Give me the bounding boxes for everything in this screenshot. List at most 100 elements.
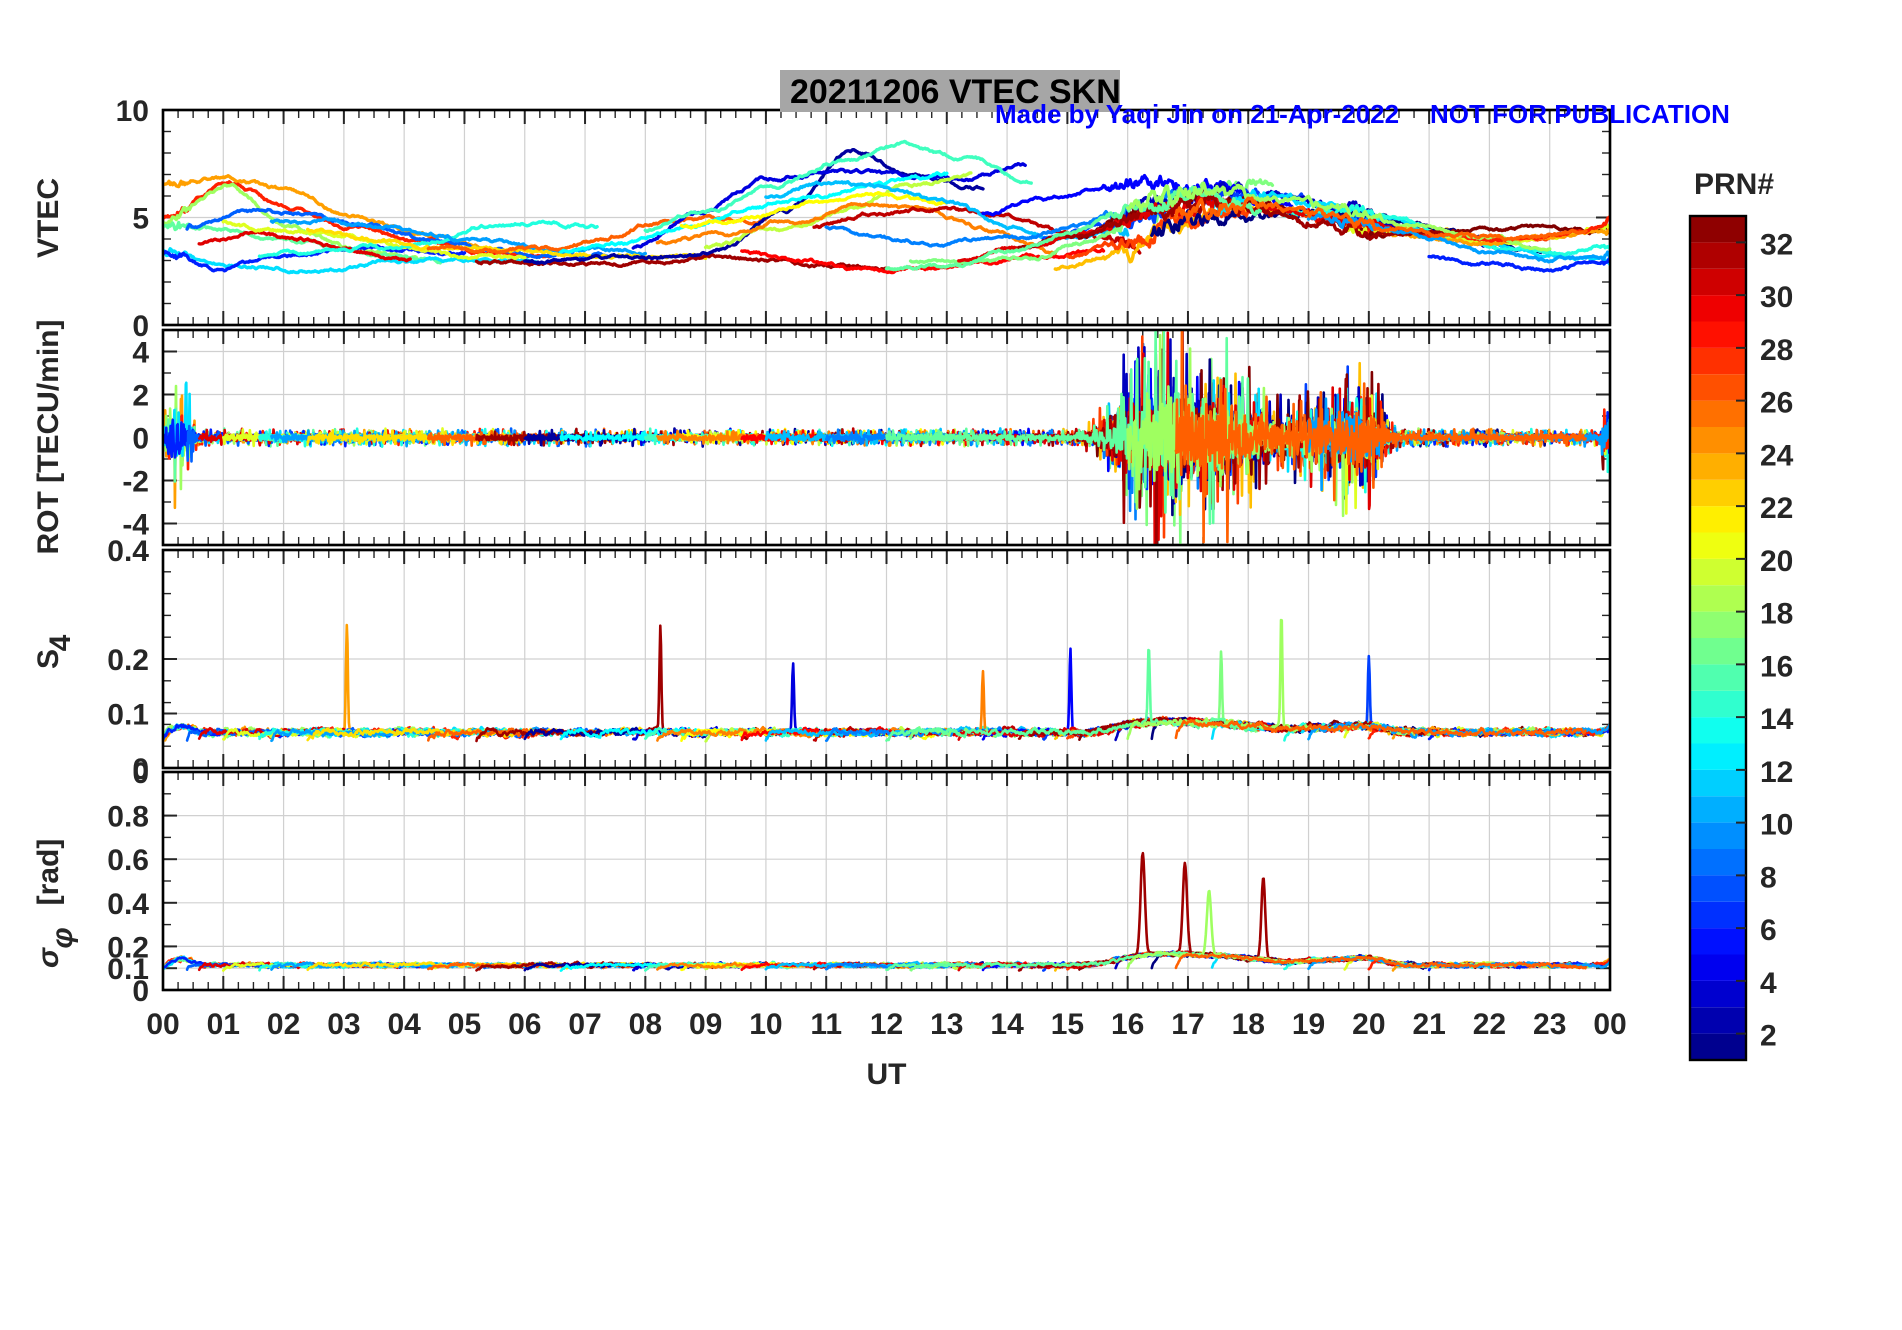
y-tick-label: 5: [132, 203, 149, 236]
x-tick-label: 08: [629, 1008, 662, 1041]
x-tick-label: 12: [870, 1008, 903, 1041]
colorbar-tick-label: 18: [1760, 598, 1793, 631]
colorbar-segment: [1690, 427, 1746, 454]
colorbar-segment: [1690, 321, 1746, 348]
colorbar-frame: [1688, 214, 1748, 1062]
title-highlight: [780, 70, 1120, 112]
y-tick-label: 10: [116, 95, 149, 128]
colorbar-tick-label: 10: [1760, 809, 1793, 842]
y-tick-label: 0.4: [107, 535, 149, 568]
colorbar-segment: [1690, 849, 1746, 876]
colorbar-segment: [1690, 796, 1746, 823]
credit-note: Made by Yaqi Jin on 21-Apr-2022: [995, 99, 1399, 129]
vtec-trace-prn-30: [197, 230, 412, 263]
svg-text:σ: σ: [32, 947, 65, 968]
y-tick-label: -4: [122, 509, 149, 542]
y-tick-label: 0: [132, 753, 149, 786]
colorbar-segment: [1690, 1007, 1746, 1034]
colorbar-tick-label: 26: [1760, 387, 1793, 420]
colorbar-segment: [1690, 743, 1746, 770]
y-tick-label: 0.1: [107, 699, 149, 732]
s4-series-group: [163, 618, 1610, 743]
x-tick-label: 17: [1171, 1008, 1204, 1041]
colorbar-tick-label: 20: [1760, 545, 1793, 578]
y-tick-label: 4: [132, 337, 149, 370]
vtec-trace-prn-26: [426, 213, 768, 255]
x-tick-label: 06: [508, 1008, 541, 1041]
vtec-series-group: [163, 139, 1610, 275]
svg-text:[rad]: [rad]: [32, 839, 65, 906]
colorbar-segment: [1690, 954, 1746, 981]
figure-title: 20211206 VTEC SKN: [790, 73, 1121, 111]
colorbar-segment: [1690, 901, 1746, 929]
x-tick-label: 00: [146, 1008, 179, 1041]
colorbar-segment: [1690, 268, 1746, 296]
colorbar-segment: [1690, 980, 1746, 1008]
colorbar-tick-label: 30: [1760, 281, 1793, 314]
colorbar-segment: [1690, 453, 1746, 480]
colorbar-tick-label: 6: [1760, 914, 1777, 947]
colorbar-segment: [1690, 822, 1746, 849]
x-axis-label: UT: [867, 1058, 907, 1091]
rot-trace-prn-26: [1174, 330, 1587, 544]
colorbar-segment: [1690, 611, 1746, 638]
x-tick-label: 09: [689, 1008, 722, 1041]
panel-frame-top: [161, 770, 1612, 992]
panel-2: 0 0.1 0.2 0.4: [107, 535, 1612, 786]
colorbar-segment: [1690, 479, 1746, 507]
y-tick-label: -2: [122, 466, 149, 499]
colorbar-segment: [1690, 532, 1746, 559]
colorbar-title: PRN#: [1694, 168, 1774, 201]
x-tick-label: 02: [267, 1008, 300, 1041]
y-tick-label: 0.2: [107, 644, 149, 677]
vtec-trace-prn-2: [523, 148, 985, 265]
svg-text:φ: φ: [46, 927, 79, 948]
y-tick-label: 0.4: [107, 888, 149, 921]
colorbar-tick-label: 8: [1760, 861, 1777, 894]
vtec-trace-prn-13: [559, 171, 949, 254]
x-tick-label: 07: [568, 1008, 601, 1041]
colorbar-tick-label: 14: [1760, 703, 1794, 736]
colorbar-tick-label: 24: [1760, 439, 1794, 472]
x-tick-label: 18: [1232, 1008, 1265, 1041]
colorbar-segment: [1690, 690, 1746, 718]
colorbar-segment: [1690, 769, 1746, 797]
svg-text:4: 4: [44, 634, 77, 651]
colorbar-tick-label: 22: [1760, 492, 1793, 525]
y-tick-label: 0.6: [107, 844, 149, 877]
disclaimer-note: NOT FOR PUBLICATION: [1430, 99, 1730, 129]
x-tick-label: 01: [207, 1008, 240, 1041]
x-tick-label: 05: [448, 1008, 481, 1041]
colorbar-segment: [1690, 558, 1746, 586]
y-tick-label: 0: [132, 423, 149, 456]
x-tick-label: 04: [387, 1008, 421, 1041]
x-tick-label: 13: [930, 1008, 963, 1041]
colorbar-tick-label: 28: [1760, 334, 1793, 367]
x-tick-label: 16: [1111, 1008, 1144, 1041]
colorbar-segment: [1690, 585, 1746, 612]
y-tick-label: 0: [132, 975, 149, 1008]
y-tick-label: 0: [132, 310, 149, 343]
colorbar-segment: [1690, 1033, 1746, 1060]
y-tick-label: 0.2: [107, 931, 149, 964]
vtec-trace-prn-25: [655, 201, 1057, 255]
colorbar-segment: [1690, 216, 1746, 243]
colorbar-tick-label: 32: [1760, 228, 1793, 261]
y-axis-label-vtec: VTEC: [32, 178, 65, 258]
s4-trace-prn-16: [885, 648, 1262, 742]
y-tick-label: 0.1: [107, 953, 149, 986]
vtec-trace-prn-21: [679, 191, 949, 230]
vtec-trace-prn-12: [163, 247, 539, 275]
vtec-trace-prn-15: [643, 139, 1033, 233]
colorbar-segment: [1690, 347, 1746, 375]
x-tick-label: 23: [1533, 1008, 1566, 1041]
colorbar-segment: [1690, 374, 1746, 401]
colorbar-tick-label: 4: [1760, 967, 1777, 1000]
x-tick-label: 15: [1051, 1008, 1084, 1041]
vtec-trace-prn-26: [1174, 196, 1588, 242]
x-tick-label: 14: [990, 1008, 1024, 1041]
x-tick-label: 20: [1352, 1008, 1385, 1041]
colorbar-tick-label: 12: [1760, 756, 1793, 789]
vtec-trace-prn-14: [257, 219, 599, 259]
